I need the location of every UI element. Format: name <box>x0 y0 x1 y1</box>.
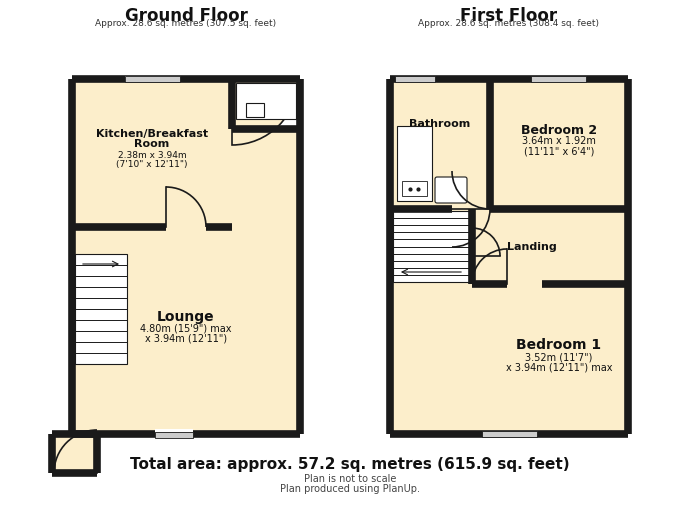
Bar <box>155 429 193 438</box>
Bar <box>482 431 536 437</box>
Text: Total area: approx. 57.2 sq. metres (615.9 sq. feet): Total area: approx. 57.2 sq. metres (615… <box>130 457 570 471</box>
Text: (11'11" x 6'4"): (11'11" x 6'4") <box>524 146 594 156</box>
Bar <box>52 434 97 473</box>
Text: Landing: Landing <box>507 241 557 251</box>
FancyBboxPatch shape <box>435 177 467 203</box>
Text: Bedroom 1: Bedroom 1 <box>517 338 601 352</box>
Text: Room: Room <box>134 139 169 149</box>
Text: Approx. 28.6 sq. metres (308.4 sq. feet): Approx. 28.6 sq. metres (308.4 sq. feet) <box>419 19 599 28</box>
Wedge shape <box>232 79 298 145</box>
Text: 2.38m x 3.94m: 2.38m x 3.94m <box>118 151 186 159</box>
Bar <box>155 432 193 438</box>
Bar <box>232 79 300 129</box>
Bar <box>72 79 300 434</box>
Text: (7'10" x 12'11"): (7'10" x 12'11") <box>116 159 188 168</box>
Text: 3.64m x 1.92m: 3.64m x 1.92m <box>522 136 596 146</box>
Bar <box>75 254 127 364</box>
Text: First Floor: First Floor <box>461 7 558 25</box>
Text: 4.80m (15'9") max: 4.80m (15'9") max <box>140 324 232 333</box>
Bar <box>390 79 628 434</box>
Bar <box>75 254 127 364</box>
Bar <box>395 76 435 82</box>
Bar <box>155 432 193 438</box>
Text: Bathroom: Bathroom <box>410 119 470 129</box>
Bar <box>531 76 586 82</box>
Bar <box>393 211 469 282</box>
Text: 3.52m (11'7"): 3.52m (11'7") <box>525 352 593 362</box>
Bar <box>393 211 469 282</box>
Bar <box>246 103 264 117</box>
Text: Bedroom 2: Bedroom 2 <box>521 124 597 136</box>
Bar <box>236 83 296 119</box>
Bar <box>397 126 432 201</box>
Bar <box>125 76 179 82</box>
Text: Approx. 28.6 sq. metres (307.5 sq. feet): Approx. 28.6 sq. metres (307.5 sq. feet) <box>95 19 276 28</box>
Text: Lounge: Lounge <box>158 309 215 324</box>
Text: Plan is not to scale: Plan is not to scale <box>304 474 396 484</box>
Text: Ground Floor: Ground Floor <box>125 7 247 25</box>
Bar <box>402 181 427 196</box>
Bar <box>236 83 296 119</box>
Bar <box>125 76 179 82</box>
Text: Kitchen/Breakfast: Kitchen/Breakfast <box>96 129 208 139</box>
Text: x 3.94m (12'11"): x 3.94m (12'11") <box>145 333 227 344</box>
Text: Plan produced using PlanUp.: Plan produced using PlanUp. <box>280 484 420 494</box>
Text: x 3.94m (12'11") max: x 3.94m (12'11") max <box>505 362 612 372</box>
